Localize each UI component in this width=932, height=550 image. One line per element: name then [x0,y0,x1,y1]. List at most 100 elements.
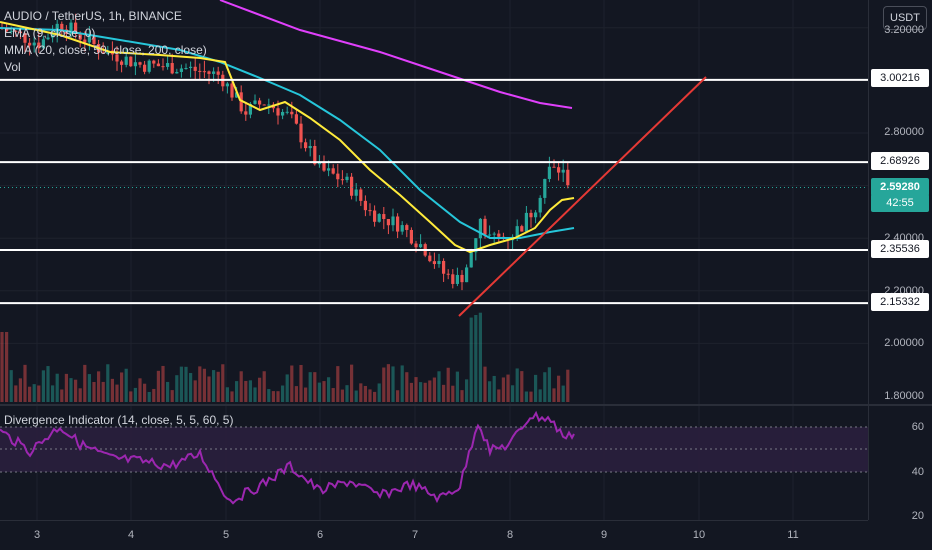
volume-bar [561,385,565,402]
candle-body [354,189,358,196]
volume-bar [469,317,473,402]
volume-bar [51,385,55,402]
volume-bar [492,375,496,402]
volume-bar [46,366,50,402]
candle-body [267,104,271,106]
candle-body [451,274,455,284]
candle-body [469,252,473,268]
volume-bar [396,390,400,402]
volume-legend[interactable]: Vol [4,60,21,74]
candle-body [253,100,257,104]
volume-bar [423,382,427,402]
candle-body [41,39,45,49]
mma-legend[interactable]: MMA (20, close, 50, close, 200, close) [4,43,207,57]
candle-body [561,169,565,173]
candle-body [285,111,289,113]
candle-body [216,71,220,75]
volume-bar [317,382,321,402]
candle-body [538,197,542,213]
divergence-chart[interactable] [0,406,868,520]
volume-bar [547,367,551,402]
candle-body [120,61,124,65]
candle-body [391,216,395,226]
volume-bar [534,374,538,402]
volume-bar [225,387,229,402]
volume-bar [432,377,436,402]
volume-bar [382,367,386,402]
volume-bar [451,385,455,402]
divergence-tick: 20 [911,510,924,522]
candle-body [455,274,459,284]
ema-legend[interactable]: EMA (9, close, 0) [4,26,96,40]
candle-body [235,92,239,98]
candle-body [87,35,91,43]
volume-bar [166,381,170,402]
volume-bar [161,365,165,402]
divergence-pane[interactable]: Divergence Indicator (14, close, 5, 5, 6… [0,406,868,520]
volume-bar [175,375,179,402]
symbol-legend[interactable]: AUDIO / TetherUS, 1h, BINANCE [4,9,182,23]
time-axis[interactable]: 3 4 5 6 7 8 9 10 11 [0,520,868,550]
volume-bar [377,383,381,402]
volume-bar [244,380,248,402]
candle-body [189,66,193,68]
volume-bar [566,369,570,402]
candle-body [248,103,252,115]
pane-separator[interactable] [0,404,932,406]
candle-body [37,42,41,49]
volume-bar [9,370,13,402]
candle-body [244,111,248,115]
time-tick: 9 [600,529,608,541]
volume-bar [138,378,142,402]
volume-bar [37,385,41,402]
currency-label[interactable]: USDT [883,6,927,30]
volume-bar [78,388,82,402]
price-chart[interactable] [0,0,868,405]
candles [0,13,570,291]
volume-bar [92,381,96,402]
price-chart-pane[interactable]: AUDIO / TetherUS, 1h, BINANCE EMA (9, cl… [0,0,868,405]
volume-bar [538,389,542,402]
volume-bar [478,312,482,402]
volume-bar [308,372,312,402]
candle-body [207,71,211,74]
candle-body [529,212,533,218]
candle-body [359,189,363,201]
candle-body [184,67,188,69]
volume-bar [290,365,294,402]
volume-bar [455,371,459,402]
volume-bar [529,391,533,402]
volume-bar [64,373,68,402]
volume-bar [202,368,206,402]
candle-body [156,63,160,67]
candle-body [405,225,409,230]
volume-bar [488,381,492,402]
candle-body [276,108,280,116]
volume-bar [271,391,275,402]
volume-bar [400,365,404,402]
candle-body [60,23,64,30]
volume-bar [248,380,252,402]
candle-body [396,216,400,232]
volume-bar [414,377,418,402]
volume-bar [110,378,114,402]
candle-body [331,168,335,174]
candle-body [138,62,142,65]
divergence-line [0,410,575,505]
volume-bar [515,368,519,402]
volume-bar [147,391,151,402]
volume-bar [391,366,395,402]
candle-body [566,169,570,186]
volume-bar [258,377,262,402]
candle-body [419,244,423,248]
candle-body [9,30,13,32]
volume-bars [0,312,570,402]
price-scale[interactable]: USDT 3.20000 2.80000 2.40000 2.20000 2.0… [868,0,932,522]
time-tick: 5 [222,529,230,541]
volume-bar [207,376,211,402]
volume-bar [299,364,303,402]
divergence-legend[interactable]: Divergence Indicator (14, close, 5, 5, 6… [4,413,234,427]
level-label: 3.00216 [871,69,929,87]
candle-body [336,173,340,180]
volume-bar [350,364,354,402]
